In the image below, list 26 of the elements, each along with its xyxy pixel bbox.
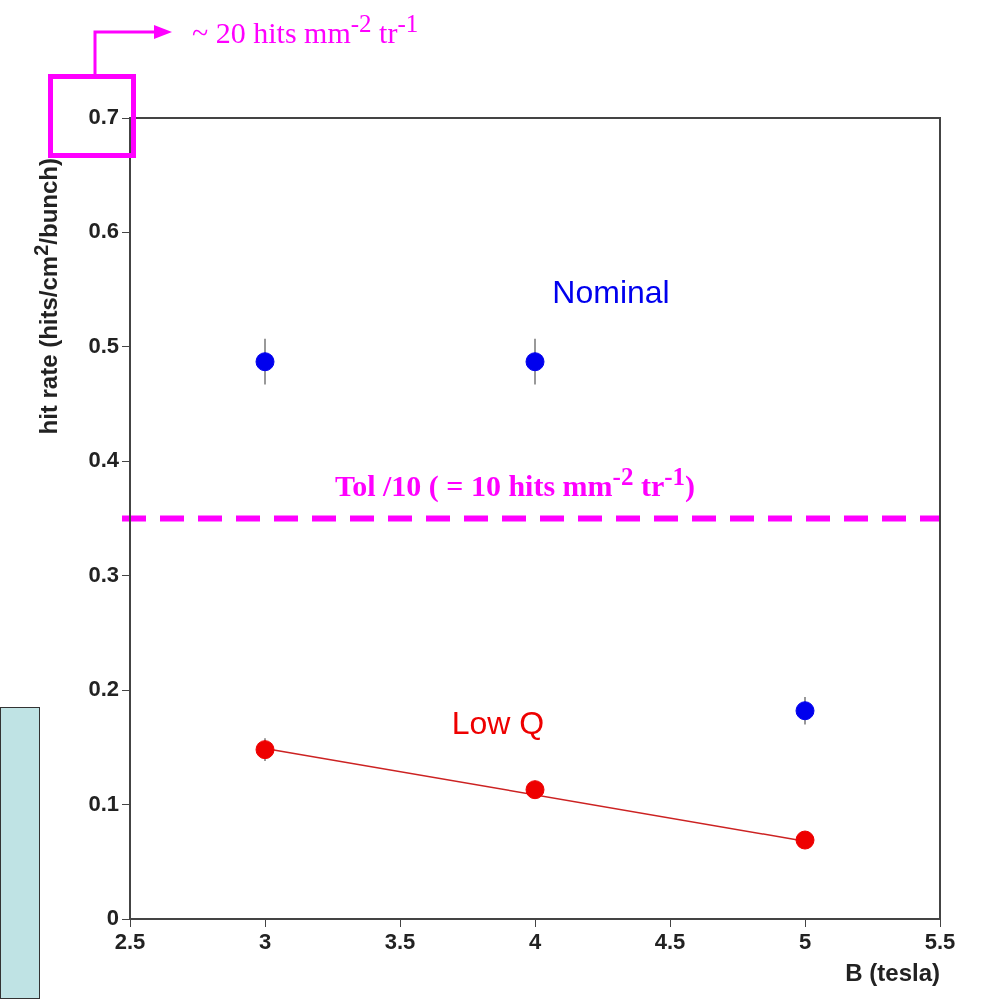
y-tick-label: 0.3 bbox=[88, 561, 119, 587]
x-tick-label: 3.5 bbox=[384, 929, 416, 955]
y-tick-label: 0.6 bbox=[88, 218, 119, 244]
point bbox=[795, 701, 815, 721]
x-tick-label: 2.5 bbox=[114, 929, 146, 955]
series-label: Low Q bbox=[451, 704, 545, 742]
y-tick-label: 0.7 bbox=[88, 104, 119, 130]
point bbox=[795, 830, 815, 850]
point bbox=[255, 352, 275, 372]
x-tick-label: 4 bbox=[528, 929, 542, 955]
annotation: Tol /10 ( = 10 hits mm$^{-2}$ tr$^{-1}$) bbox=[334, 462, 696, 503]
point bbox=[255, 740, 275, 760]
x-axis-title: B (tesla) bbox=[845, 959, 940, 987]
y-tick-label: 0.2 bbox=[88, 676, 119, 702]
x-tick-label: 5 bbox=[798, 929, 812, 955]
x-tick-label: 4.5 bbox=[654, 929, 686, 955]
y-tick-label: 0.1 bbox=[88, 790, 119, 816]
x-tick-label: 3 bbox=[258, 929, 272, 955]
y-tick-label: 0.5 bbox=[88, 332, 119, 358]
point bbox=[525, 780, 545, 800]
text: ~ 20 hits mm$^{-2}$ tr$^{-1}$ bbox=[192, 10, 419, 50]
y-tick-label: 0.4 bbox=[88, 447, 120, 473]
series-label: Nominal bbox=[552, 273, 670, 311]
x-tick-label: 5.5 bbox=[924, 929, 956, 955]
y-tick-label: 0 bbox=[106, 905, 119, 931]
point bbox=[525, 352, 545, 372]
